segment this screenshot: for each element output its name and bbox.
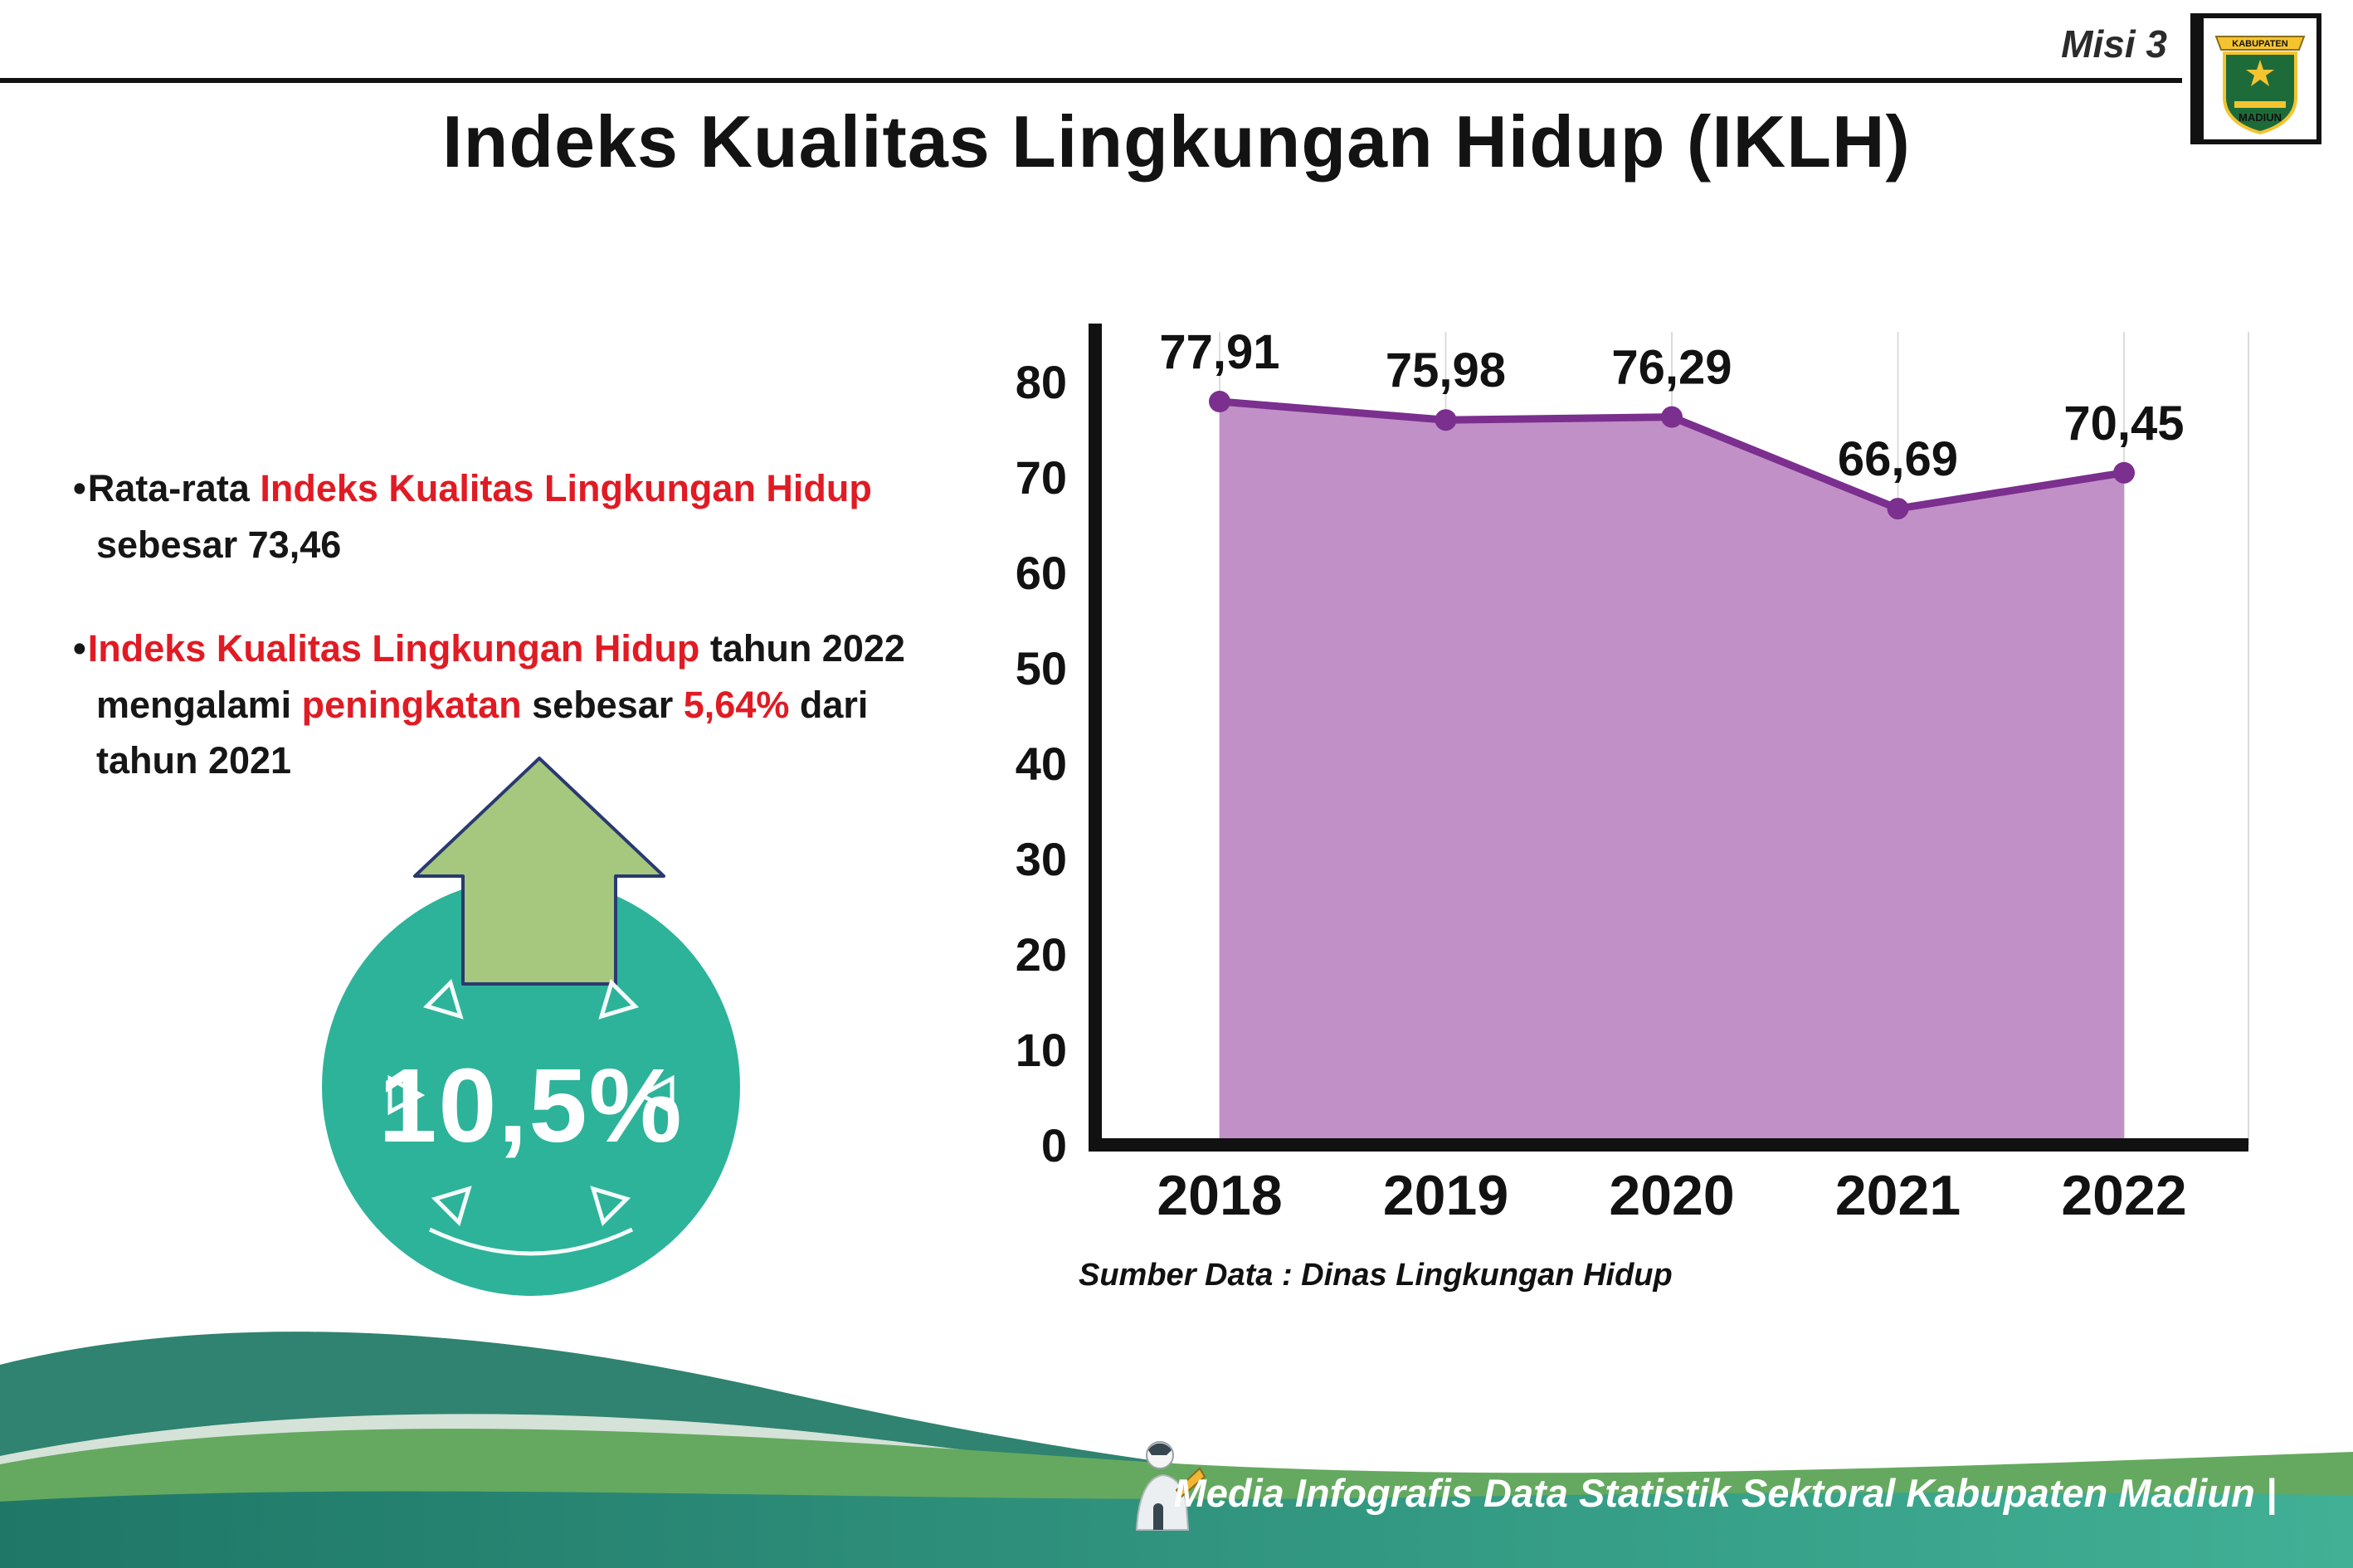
page-title: Indeks Kualitas Lingkungan Hidup (IKLH) bbox=[442, 100, 1911, 183]
data-point bbox=[1435, 409, 1457, 431]
y-tick-label: 10 bbox=[1016, 1024, 1067, 1076]
x-category-label: 2021 bbox=[1835, 1164, 1961, 1227]
data-point bbox=[2113, 461, 2135, 484]
data-label: 70,45 bbox=[2063, 397, 2184, 450]
iklh-chart: 0 10 20 30 40 50 60 70 80 2018 2019 2020 2021 2022 77,… bbox=[954, 265, 2298, 1293]
data-point bbox=[1887, 498, 1909, 520]
header-divider bbox=[0, 78, 2182, 83]
text-run: sebesar 73,46 bbox=[96, 523, 342, 566]
y-tick-label: 60 bbox=[1016, 547, 1067, 599]
y-tick-label: 70 bbox=[1016, 451, 1067, 504]
text-run: Indeks Kualitas Lingkungan Hidup bbox=[260, 467, 872, 509]
y-tick-label: 80 bbox=[1016, 356, 1067, 408]
writer-mascot-icon bbox=[1135, 1441, 1206, 1531]
bullet-item-increase: Indeks Kualitas Lingkungan Hidup tahun 2… bbox=[73, 621, 952, 789]
badge-decoration bbox=[387, 978, 675, 1256]
y-tick-label: 30 bbox=[1016, 833, 1067, 885]
x-category-label: 2019 bbox=[1383, 1164, 1508, 1227]
logo-top-text: KABUPATEN bbox=[2232, 39, 2287, 49]
bullet-list: Rata-rata Indeks Kualitas Lingkungan Hid… bbox=[73, 460, 952, 837]
x-category-label: 2022 bbox=[2061, 1164, 2186, 1227]
data-point bbox=[1661, 406, 1683, 428]
x-category-label: 2020 bbox=[1609, 1164, 1734, 1227]
footer-credit: Media Infografis Data Statistik Sektoral… bbox=[1173, 1471, 2277, 1515]
area-fill bbox=[1220, 402, 2124, 1145]
y-tick-label: 50 bbox=[1016, 642, 1067, 694]
text-run: 5,64% bbox=[683, 683, 790, 726]
regency-logo: KABUPATEN MADIUN bbox=[2190, 13, 2321, 144]
y-tick-label: 40 bbox=[1016, 738, 1067, 790]
data-label: 76,29 bbox=[1611, 341, 1732, 395]
text-run: peningkatan bbox=[301, 683, 522, 726]
data-label: 75,98 bbox=[1386, 343, 1506, 397]
text-run: mengalami bbox=[96, 683, 302, 726]
misi-label: Misi 3 bbox=[2061, 22, 2167, 66]
text-run: tahun 2022 bbox=[699, 627, 905, 670]
text-run: tahun 2021 bbox=[96, 739, 292, 782]
data-point bbox=[1209, 391, 1230, 413]
chart-source: Sumber Data : Dinas Lingkungan Hidup bbox=[1079, 1258, 1673, 1293]
text-run: sebesar bbox=[521, 683, 684, 726]
data-label: 66,69 bbox=[1838, 432, 1958, 486]
logo-bottom-text: MADIUN bbox=[2239, 111, 2282, 124]
text-run: Indeks Kualitas Lingkungan Hidup bbox=[87, 627, 700, 670]
up-arrow-icon bbox=[413, 757, 665, 986]
badge-value: 10,5% bbox=[378, 1046, 684, 1164]
data-label: 77,91 bbox=[1159, 325, 1279, 379]
chart-svg: 0 10 20 30 40 50 60 70 80 2018 2019 2020 2021 2022 77,… bbox=[1016, 324, 2249, 1227]
regency-logo-emblem: KABUPATEN MADIUN bbox=[2214, 36, 2306, 135]
y-tick-label: 20 bbox=[1016, 928, 1067, 981]
text-run: Rata-rata bbox=[87, 467, 261, 509]
bullet-item-average: Rata-rata Indeks Kualitas Lingkungan Hid… bbox=[73, 460, 952, 572]
y-tick-label: 0 bbox=[1041, 1119, 1067, 1171]
x-category-label: 2018 bbox=[1157, 1164, 1282, 1227]
text-run: dari bbox=[789, 683, 869, 726]
